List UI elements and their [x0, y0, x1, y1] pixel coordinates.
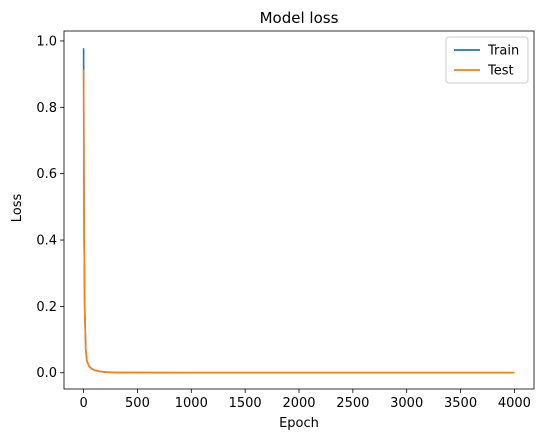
x-tick-label: 4000 [498, 396, 531, 411]
y-tick-label: 1.0 [36, 34, 57, 49]
chart-title: Model loss [260, 9, 339, 27]
y-tick-label: 0.0 [36, 366, 57, 381]
series-line-test [82, 69, 515, 374]
x-tick-label: 1500 [229, 396, 262, 411]
x-tick-label: 0 [79, 396, 87, 411]
y-tick-label: 0.6 [36, 167, 57, 182]
x-tick-label: 2500 [336, 396, 369, 411]
legend-label-test: Test [487, 64, 514, 79]
x-tick-label: 3000 [390, 396, 423, 411]
y-tick-label: 0.4 [36, 234, 57, 249]
x-tick-label: 2000 [282, 396, 315, 411]
plot-area: 0 500 1000 1500 2000 2500 3000 3500 4000 0.0 0.2 0.… [36, 30, 535, 411]
y-axis-label: Loss [10, 194, 25, 223]
legend: Train Test [445, 36, 529, 84]
legend-label-train: Train [487, 44, 519, 59]
y-tick-label: 0.2 [36, 300, 57, 315]
x-tick-label: 500 [125, 396, 150, 411]
x-tick-label: 1000 [175, 396, 208, 411]
x-axis-label: Epoch [279, 416, 319, 431]
y-tick-label: 0.8 [36, 101, 57, 116]
legend-box [445, 36, 529, 84]
x-tick-label: 3500 [444, 396, 477, 411]
